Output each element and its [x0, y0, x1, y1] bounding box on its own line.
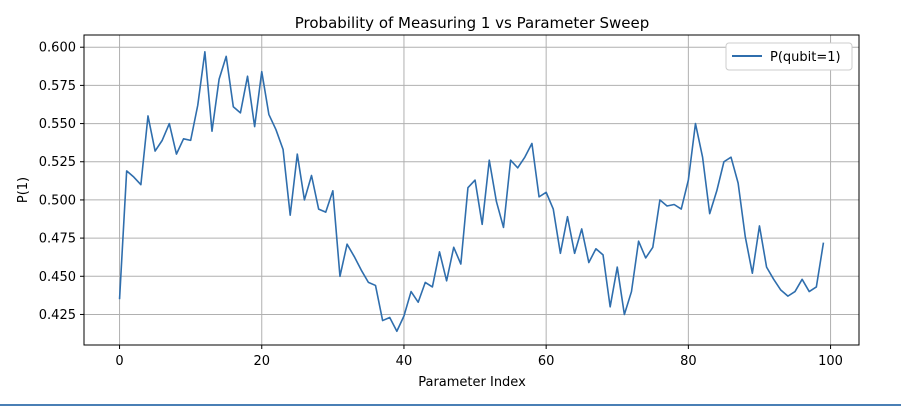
y-axis-ticks: 0.425 0.450 0.475 0.500 0.525 0.550 0.575 0.600	[39, 41, 84, 323]
y-tick-label: 0.600	[39, 41, 76, 56]
x-tick-label: 100	[818, 354, 843, 369]
x-axis-label: Parameter Index	[418, 375, 526, 390]
x-tick-label: 20	[253, 354, 270, 369]
y-tick-label: 0.575	[39, 79, 76, 94]
y-tick-label: 0.475	[39, 232, 76, 247]
legend: P(qubit=1)	[725, 42, 853, 71]
y-tick-label: 0.450	[39, 270, 76, 285]
y-tick-label: 0.500	[39, 193, 76, 208]
legend-box	[725, 42, 853, 71]
x-tick-label: 0	[115, 354, 123, 369]
x-tick-label: 80	[680, 354, 697, 369]
y-tick-label: 0.425	[39, 308, 76, 323]
y-tick-label: 0.525	[39, 155, 76, 170]
series-group	[118, 50, 825, 333]
y-axis-label: P(1)	[16, 177, 31, 203]
x-tick-label: 60	[538, 354, 555, 369]
chart-title: Probability of Measuring 1 vs Parameter …	[295, 14, 649, 32]
x-axis-ticks: 0 20 40 60 80 100	[115, 345, 843, 369]
legend-label: P(qubit=1)	[770, 50, 841, 65]
x-tick-label: 40	[396, 354, 413, 369]
y-tick-label: 0.550	[39, 117, 76, 132]
bottom-divider	[0, 404, 901, 406]
series-line	[118, 50, 825, 333]
plot-frame	[83, 34, 860, 346]
